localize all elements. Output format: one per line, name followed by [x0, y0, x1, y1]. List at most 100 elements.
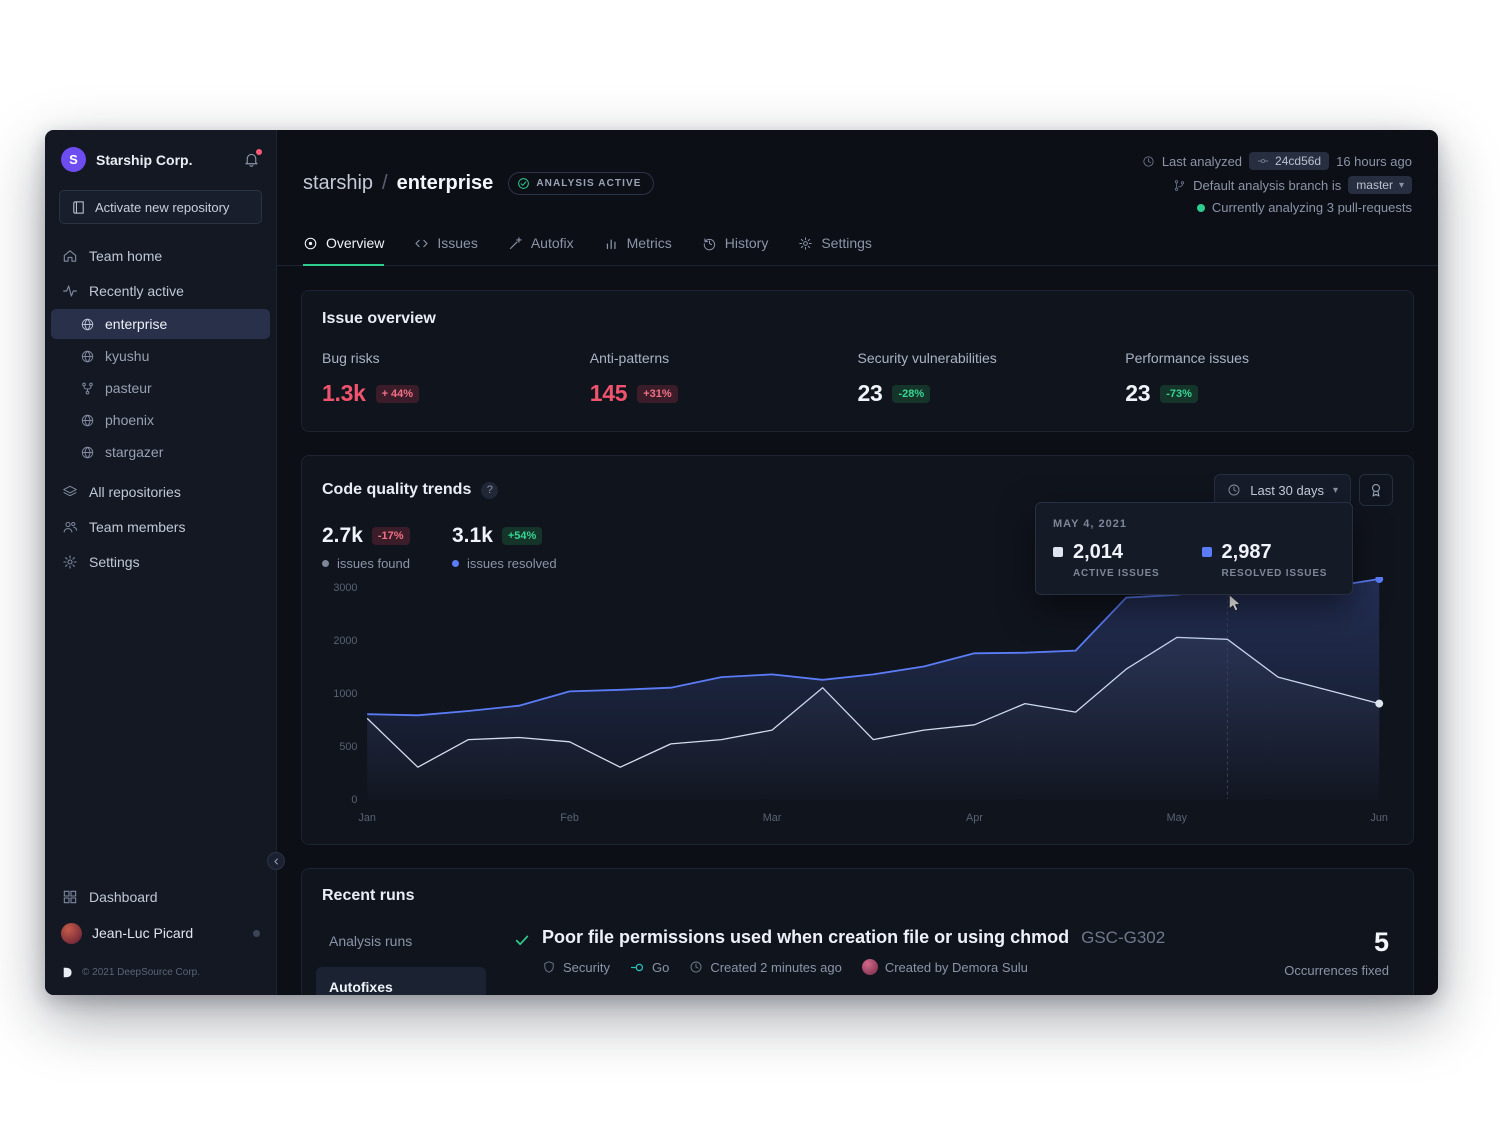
award-icon — [1368, 482, 1384, 498]
trend-chart-wrap: 0 500 1000 2000 3000 Jan Feb Mar Apr May Jun — [322, 575, 1393, 834]
issues-found-stat: 2.7k -17% issues found — [322, 524, 410, 571]
page-content: Issue overview Bug risks 1.3k + 44% Anti… — [277, 266, 1438, 995]
recent-runs-title: Recent runs — [322, 887, 415, 904]
overview-icon — [303, 236, 318, 251]
stat-anti-patterns: Anti-patterns 145 +31% — [590, 350, 858, 407]
breadcrumb-repo: enterprise — [396, 172, 494, 194]
issues-found-legend-dot — [322, 560, 329, 567]
code-icon — [414, 236, 429, 251]
sidebar-item-recently-active[interactable]: Recently active — [45, 273, 276, 308]
svg-text:Jun: Jun — [1371, 812, 1388, 824]
issue-overview-title: Issue overview — [322, 310, 436, 327]
issues-resolved-legend-dot — [452, 560, 459, 567]
go-language-icon — [630, 960, 645, 975]
globe-icon — [80, 349, 95, 364]
found-delta-badge: -17% — [371, 527, 410, 545]
tab-overview[interactable]: Overview — [303, 235, 385, 266]
repository-icon — [71, 200, 86, 215]
help-icon[interactable]: ? — [481, 481, 499, 499]
run-title[interactable]: Poor file permissions used when creation… — [542, 927, 1070, 947]
milestones-button[interactable] — [1359, 474, 1393, 506]
run-created-time: Created 2 minutes ago — [689, 960, 842, 975]
issue-overview-card: Issue overview Bug risks 1.3k + 44% Anti… — [301, 290, 1414, 432]
svg-text:Feb: Feb — [560, 812, 579, 824]
last-analyzed-row: Last analyzed 24cd56d 16 hours ago — [1142, 152, 1412, 170]
notification-dot — [256, 149, 262, 155]
gear-icon — [798, 236, 813, 251]
resolved-delta-badge: +54% — [501, 527, 543, 545]
branch-icon — [1173, 179, 1186, 192]
tab-autofix[interactable]: Autofix — [508, 235, 574, 266]
runs-tab-analysis-runs[interactable]: Analysis runs — [329, 933, 413, 949]
analysis-active-badge: ANALYSIS ACTIVE — [508, 172, 654, 195]
chevron-down-icon: ▾ — [1398, 179, 1404, 191]
analyzing-row: Currently analyzing 3 pull-requests — [1196, 200, 1412, 215]
sidebar-repo-enterprise[interactable]: enterprise — [51, 309, 270, 339]
run-author: Created by Demora Sulu — [861, 959, 1028, 975]
sidebar-repo-pasteur[interactable]: pasteur — [51, 373, 270, 403]
recent-runs-card: Recent runs Analysis runs Autofixes Poor… — [301, 868, 1414, 995]
sidebar-repo-kyushu[interactable]: kyushu — [51, 341, 270, 371]
commit-pill[interactable]: 24cd56d — [1249, 152, 1330, 170]
svg-text:Apr: Apr — [966, 812, 983, 824]
date-range-selector[interactable]: Last 30 days ▾ — [1214, 474, 1351, 506]
grid-icon — [62, 889, 78, 905]
runs-nav: Analysis runs Autofixes — [302, 921, 500, 995]
sidebar-repo-phoenix[interactable]: phoenix — [51, 405, 270, 435]
gear-icon — [62, 554, 78, 570]
sidebar-user[interactable]: Jean-Luc Picard — [45, 914, 276, 952]
breadcrumb-org[interactable]: starship — [303, 172, 374, 194]
org-name[interactable]: Starship Corp. — [96, 151, 193, 168]
copyright-text: © 2021 DeepSource Corp. — [82, 967, 200, 978]
history-icon — [702, 236, 717, 251]
fork-icon — [80, 381, 95, 396]
org-logo[interactable]: S — [61, 147, 86, 172]
svg-text:Jan: Jan — [358, 812, 375, 824]
deepsource-logo-icon — [61, 966, 74, 979]
sidebar-item-dashboard[interactable]: Dashboard — [45, 879, 276, 914]
svg-text:2000: 2000 — [333, 635, 357, 647]
tooltip-resolved-issues: 2,987 RESOLVED ISSUES — [1201, 541, 1328, 579]
tab-issues[interactable]: Issues — [414, 235, 478, 266]
sidebar-item-settings[interactable]: Settings — [45, 544, 276, 579]
run-category: Security — [542, 960, 610, 975]
stat-delta-badge: -73% — [1160, 384, 1198, 403]
sidebar-item-all-repositories[interactable]: All repositories — [45, 474, 276, 509]
svg-text:0: 0 — [351, 794, 357, 806]
chart-tooltip: MAY 4, 2021 2,014 ACTIVE ISSUES — [1035, 502, 1353, 595]
activate-repository-button[interactable]: Activate new repository — [59, 190, 262, 224]
sidebar-footer: © 2021 DeepSource Corp. — [45, 952, 276, 995]
run-item[interactable]: Poor file permissions used when creation… — [514, 921, 1389, 995]
stat-delta-badge: -28% — [892, 384, 931, 403]
branch-selector[interactable]: master ▾ — [1348, 176, 1412, 194]
code-quality-trend-chart[interactable]: 0 500 1000 2000 3000 Jan Feb Mar Apr May Jun — [322, 575, 1393, 829]
tab-metrics[interactable]: Metrics — [604, 235, 672, 266]
svg-text:1000: 1000 — [333, 688, 357, 700]
trends-title: Code quality trends — [322, 481, 472, 498]
stat-value: 1.3k — [322, 380, 366, 406]
runs-tab-autofixes[interactable]: Autofixes — [316, 967, 486, 995]
issues-resolved-stat: 3.1k +54% issues resolved — [452, 524, 557, 571]
active-issues-swatch — [1053, 547, 1063, 557]
app-window: S Starship Corp. Activate new repository… — [45, 130, 1438, 995]
sidebar-item-team-members[interactable]: Team members — [45, 509, 276, 544]
tab-history[interactable]: History — [702, 235, 768, 266]
sidebar: S Starship Corp. Activate new repository… — [45, 130, 285, 995]
sidebar-item-team-home[interactable]: Team home — [45, 238, 276, 273]
stat-value: 23 — [1125, 380, 1151, 406]
user-status-dot — [253, 929, 260, 937]
sidebar-repo-stargazer[interactable]: stargazer — [51, 437, 270, 467]
globe-icon — [80, 445, 95, 460]
clock-icon — [1227, 483, 1241, 497]
header-meta: Last analyzed 24cd56d 16 hours ago Defau… — [1142, 152, 1412, 215]
check-icon — [514, 932, 530, 948]
clock-icon — [1142, 155, 1155, 168]
home-icon — [62, 248, 78, 264]
branch-row: Default analysis branch is master ▾ — [1173, 176, 1412, 194]
sidebar-collapse-button[interactable] — [267, 852, 285, 870]
notifications-bell-icon[interactable] — [243, 149, 262, 168]
trend-stats: 2.7k -17% issues found 3.1k +54% — [322, 524, 1393, 571]
breadcrumb-separator: / — [382, 172, 388, 194]
tab-settings[interactable]: Settings — [798, 235, 872, 266]
author-avatar — [861, 959, 878, 975]
